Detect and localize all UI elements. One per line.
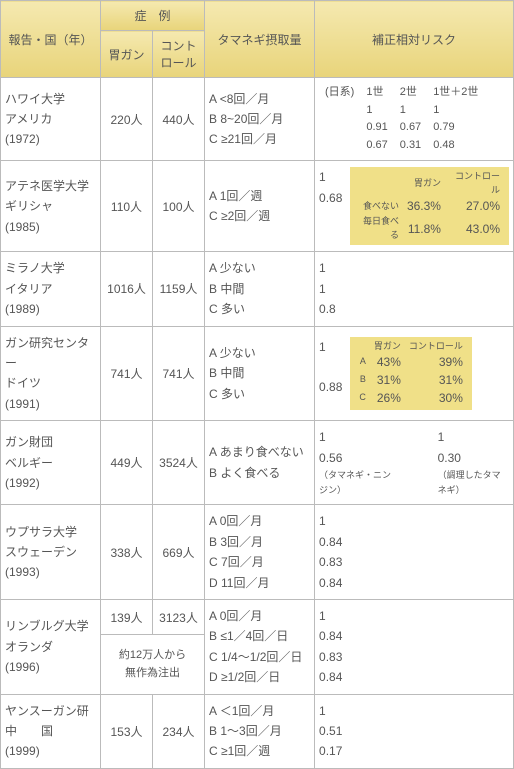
header-report: 報告・国（年） <box>1 1 101 78</box>
cell-control: 234人 <box>153 694 205 768</box>
cell-intake: A ＜1回／月 B 1〜3回／月 C ≥1回／週 <box>205 694 315 768</box>
cell-report: ガン財団 ベルギー (1992) <box>1 421 101 505</box>
cell-risk: 1 0.84 0.83 0.84 <box>315 505 514 600</box>
cell-gastric-cancer: 153人 <box>101 694 153 768</box>
cell-intake: A 0回／月 B 3回／月 C 7回／月 D 11回／月 <box>205 505 315 600</box>
cell-gastric-cancer: 1016人 <box>101 252 153 326</box>
cell-report: アテネ医学大学 ギリシャ (1985) <box>1 161 101 252</box>
table-row: ミラノ大学 イタリア (1989)1016人1159人A 少ない B 中間 C … <box>1 252 514 326</box>
cell-intake: A 少ない B 中間 C 多い <box>205 326 315 421</box>
table-row: ウプサラ大学 スウェーデン (1993)338人669人A 0回／月 B 3回／… <box>1 505 514 600</box>
header-risk: 補正相対リスク <box>315 1 514 78</box>
cell-intake: A 0回／月 B ≤1／4回／日 C 1/4〜1/2回／日 D ≥1/2回／日 <box>205 600 315 695</box>
cell-report: ヤンスーガン研 中 国 (1999) <box>1 694 101 768</box>
cell-control: 3123人 <box>153 600 205 635</box>
cell-control: 440人 <box>153 78 205 161</box>
cell-intake: A 少ない B 中間 C 多い <box>205 252 315 326</box>
cell-report: リンブルグ大学 オランダ (1996) <box>1 600 101 695</box>
table-row: ハワイ大学 アメリカ (1972)220人440人A <8回／月 B 8~20回… <box>1 78 514 161</box>
cell-risk: 1 0.56（タマネギ・ニンジン）1 0.30（調理したタマネギ） <box>315 421 514 505</box>
table-row: アテネ医学大学 ギリシャ (1985)110人100人A 1回／週 C ≥2回／… <box>1 161 514 252</box>
cell-risk: 1 0.84 0.83 0.84 <box>315 600 514 695</box>
cell-report: ウプサラ大学 スウェーデン (1993) <box>1 505 101 600</box>
cell-intake: A <8回／月 B 8~20回／月 C ≥21回／月 <box>205 78 315 161</box>
cell-intake: A あまり食べない B よく食べる <box>205 421 315 505</box>
table-row: ヤンスーガン研 中 国 (1999)153人234人A ＜1回／月 B 1〜3回… <box>1 694 514 768</box>
cell-gastric-cancer: 338人 <box>101 505 153 600</box>
cell-report: ガン研究センター ドイツ (1991) <box>1 326 101 421</box>
cell-sub-note: 約12万人から 無作為注出 <box>101 635 205 694</box>
cell-report: ハワイ大学 アメリカ (1972) <box>1 78 101 161</box>
cell-control: 669人 <box>153 505 205 600</box>
cell-control: 1159人 <box>153 252 205 326</box>
table-row: リンブルグ大学 オランダ (1996)139人3123人A 0回／月 B ≤1／… <box>1 600 514 635</box>
header-control: コント ロール <box>153 31 205 78</box>
header-intake: タマネギ摂取量 <box>205 1 315 78</box>
header-cases: 症 例 <box>101 1 205 31</box>
cell-risk: 1 0.88胃ガンコントロールA43%39%B31%31%C26%30% <box>315 326 514 421</box>
cell-intake: A 1回／週 C ≥2回／週 <box>205 161 315 252</box>
cell-risk: 1 0.51 0.17 <box>315 694 514 768</box>
cell-gastric-cancer: 139人 <box>101 600 153 635</box>
cell-gastric-cancer: 110人 <box>101 161 153 252</box>
cell-control: 3524人 <box>153 421 205 505</box>
table-row: ガン研究センター ドイツ (1991)741人741人A 少ない B 中間 C … <box>1 326 514 421</box>
header-gastric-cancer: 胃ガン <box>101 31 153 78</box>
epidemiology-table: 報告・国（年） 症 例 タマネギ摂取量 補正相対リスク 胃ガン コント ロール … <box>0 0 514 769</box>
cell-risk: 1 1 0.8 <box>315 252 514 326</box>
cell-gastric-cancer: 449人 <box>101 421 153 505</box>
cell-gastric-cancer: 220人 <box>101 78 153 161</box>
cell-control: 741人 <box>153 326 205 421</box>
table-row: ガン財団 ベルギー (1992)449人3524人A あまり食べない B よく食… <box>1 421 514 505</box>
cell-gastric-cancer: 741人 <box>101 326 153 421</box>
cell-control: 100人 <box>153 161 205 252</box>
cell-report: ミラノ大学 イタリア (1989) <box>1 252 101 326</box>
cell-risk: (日系)1世2世1世＋2世1110.910.670.790.670.310.48 <box>315 78 514 161</box>
cell-risk: 1 0.68胃ガンコントロール食べない36.3%27.0%毎日食べる11.8%4… <box>315 161 514 252</box>
